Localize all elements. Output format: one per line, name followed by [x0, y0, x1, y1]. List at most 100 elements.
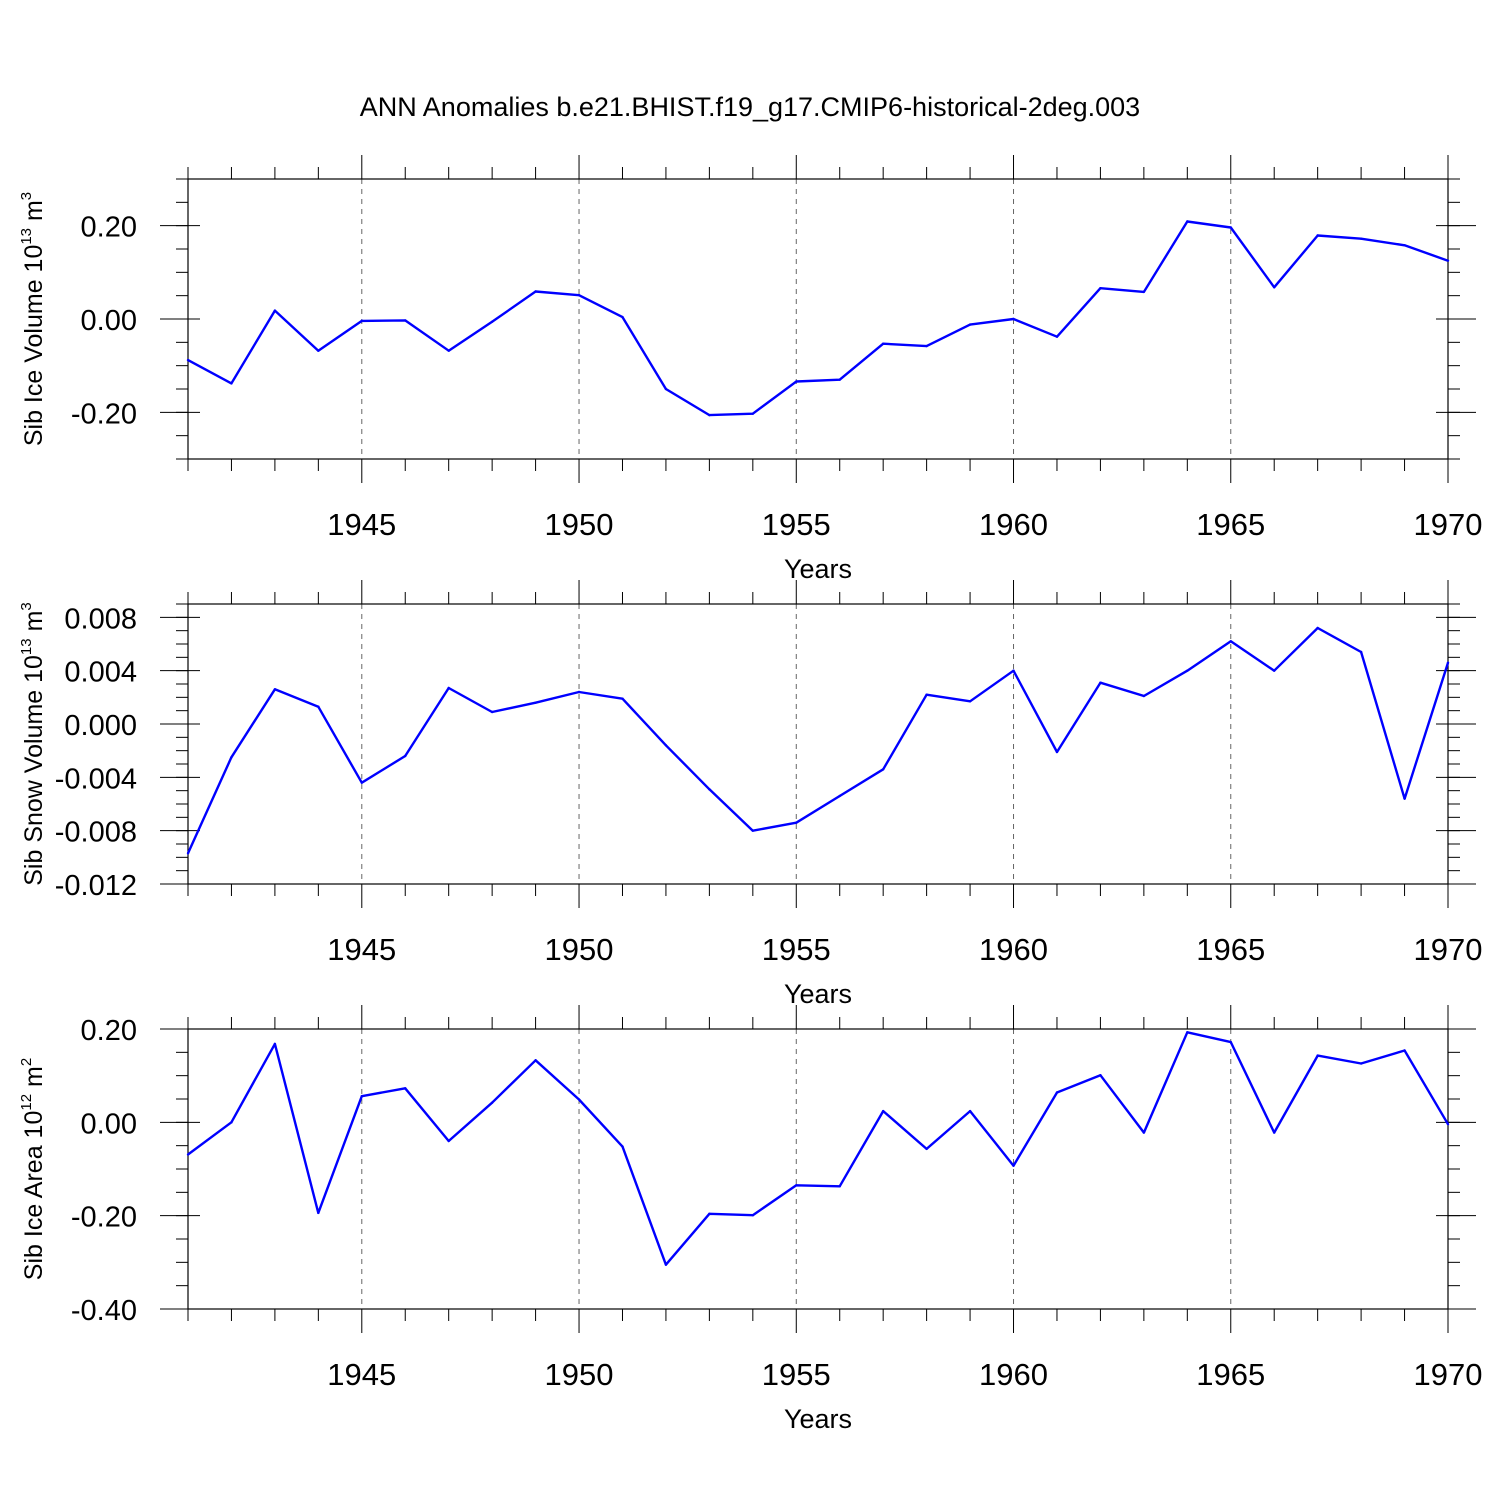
- data-point: [1273, 286, 1276, 289]
- data-point: [360, 319, 363, 323]
- x-tick-label: 1950: [545, 507, 614, 542]
- data-point: [1359, 1062, 1363, 1065]
- panel-snow-volume: -0.012 -0.008 -0.004 0.000 0.004 0.008 1945 195…: [18, 580, 1482, 1009]
- data-point: [534, 290, 537, 293]
- data-point: [1186, 1031, 1189, 1034]
- y-axis-label: Sib Snow Volume 1013 m3: [18, 602, 48, 886]
- data-point: [273, 1042, 277, 1046]
- data-point: [577, 1098, 581, 1101]
- data-point: [664, 744, 668, 747]
- panel-ice-area: -0.40 -0.20 0.00 0.20 1945 1950 1955 1960 1965 19…: [18, 1005, 1482, 1434]
- data-point: [795, 380, 798, 383]
- data-point: [1316, 1054, 1319, 1057]
- data-point: [1229, 1040, 1232, 1044]
- data-point: [360, 1095, 363, 1098]
- data-point: [751, 1214, 755, 1217]
- data-point: [1229, 226, 1232, 229]
- series-line: [187, 220, 1449, 417]
- x-tick-label: 1955: [762, 1357, 831, 1392]
- x-tick-label: 1960: [979, 1357, 1048, 1392]
- data-point: [186, 358, 190, 362]
- x-tick-label: 1965: [1196, 932, 1265, 967]
- data-point: [621, 315, 624, 319]
- data-point: [1186, 669, 1189, 672]
- data-point: [1012, 317, 1015, 321]
- data-point: [186, 1153, 190, 1156]
- y-tick-label: -0.008: [55, 817, 137, 849]
- data-point: [1446, 661, 1450, 664]
- data-point: [317, 349, 320, 352]
- data-point: [1099, 1074, 1102, 1077]
- data-point: [708, 413, 711, 417]
- data-point: [447, 1139, 450, 1143]
- data-point: [317, 1211, 320, 1215]
- y-tick-label: -0.20: [71, 1202, 137, 1234]
- data-point: [230, 1121, 233, 1124]
- y-tick-label: -0.012: [55, 870, 137, 902]
- data-point: [925, 693, 928, 696]
- data-point: [534, 1059, 537, 1062]
- data-point: [1142, 290, 1146, 294]
- data-point: [490, 320, 494, 323]
- y-tick-label: 0.000: [64, 710, 137, 742]
- data-point: [1359, 650, 1363, 654]
- data-point: [447, 349, 450, 352]
- data-point: [1316, 626, 1319, 630]
- data-point: [664, 387, 668, 391]
- y-tick-label: 0.008: [64, 603, 137, 635]
- panel-ice-volume: -0.20 0.00 0.20 1945 1950 1955 1960 1965 1970 Yea…: [18, 155, 1482, 584]
- x-axis-label: Years: [784, 554, 852, 584]
- data-point: [751, 829, 755, 832]
- data-point: [404, 1087, 407, 1090]
- x-tick-label: 1955: [762, 932, 831, 967]
- data-point: [404, 319, 407, 322]
- data-point: [751, 412, 755, 415]
- chart-title: ANN Anomalies b.e21.BHIST.f19_g17.CMIP6-…: [360, 92, 1140, 122]
- plot-frame: [187, 1028, 1449, 1310]
- data-point: [490, 1101, 494, 1104]
- y-tick-label: 0.004: [64, 657, 137, 689]
- data-point: [1142, 694, 1146, 698]
- data-point: [577, 690, 581, 694]
- data-point: [404, 754, 407, 758]
- x-tick-label: 1965: [1196, 1357, 1265, 1392]
- data-point: [1055, 750, 1059, 754]
- data-point: [881, 768, 885, 771]
- data-point: [968, 323, 972, 326]
- data-point: [1359, 237, 1363, 240]
- plot-frame: [187, 603, 1449, 885]
- y-tick-label: 0.20: [81, 212, 137, 244]
- data-point: [230, 756, 233, 759]
- y-tick-label: -0.40: [71, 1295, 137, 1327]
- y-tick-label: 0.00: [81, 305, 137, 337]
- x-tick-label: 1960: [979, 507, 1048, 542]
- x-axis-label: Years: [784, 979, 852, 1009]
- data-point: [1099, 681, 1102, 684]
- data-point: [534, 701, 537, 704]
- x-tick-label: 1945: [327, 507, 396, 542]
- data-point: [925, 344, 928, 348]
- data-point: [621, 1145, 624, 1148]
- data-point: [968, 1109, 972, 1113]
- x-tick-label: 1970: [1414, 507, 1483, 542]
- data-point: [1446, 259, 1450, 262]
- data-point: [881, 342, 885, 345]
- data-point: [838, 794, 841, 798]
- data-point: [838, 1185, 841, 1188]
- data-point: [1403, 244, 1406, 247]
- data-point: [838, 378, 841, 381]
- series-line: [186, 626, 1450, 854]
- data-point: [925, 1147, 928, 1151]
- x-tick-label: 1955: [762, 507, 831, 542]
- data-point: [621, 697, 624, 700]
- data-point: [230, 382, 233, 385]
- data-point: [795, 1184, 798, 1187]
- x-tick-label: 1950: [545, 1357, 614, 1392]
- series-line: [187, 1031, 1450, 1266]
- data-point: [708, 788, 711, 791]
- x-tick-label: 1970: [1414, 932, 1483, 967]
- data-point: [1142, 1131, 1146, 1134]
- data-point: [1403, 797, 1406, 800]
- y-tick-label: 0.20: [81, 1015, 137, 1047]
